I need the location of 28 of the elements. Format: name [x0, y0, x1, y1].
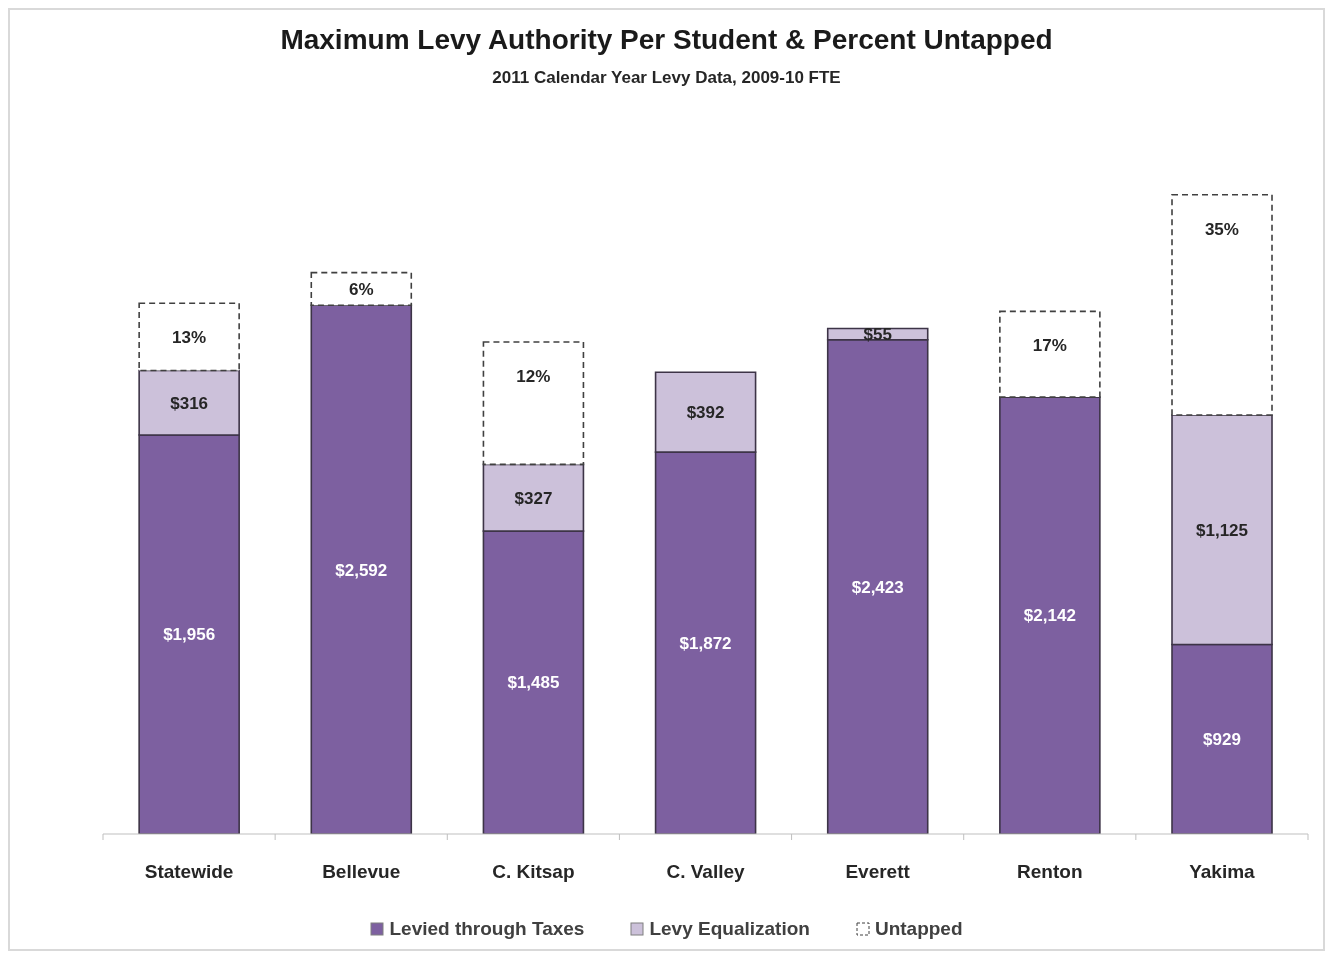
data-label: $929	[1203, 730, 1241, 750]
x-tick-label: Everett	[845, 861, 911, 882]
chart-subtitle: 2011 Calendar Year Levy Data, 2009-10 FTE	[491, 68, 842, 88]
annotation: 13%	[172, 327, 207, 347]
chart-title: Maximum Levy Authority Per Student & Percent Untapped	[279, 24, 1054, 56]
data-label: $1,125	[1196, 520, 1249, 540]
x-tick-label: C. Kitsap	[492, 861, 575, 882]
data-label: $1,872	[679, 634, 732, 654]
annotation: 12%	[516, 366, 551, 386]
x-tick-label: Statewide	[144, 861, 234, 882]
x-tick-label: Renton	[1017, 861, 1083, 882]
x-tick-label: Bellevue	[322, 861, 401, 882]
data-label: $392	[686, 403, 725, 423]
data-label: $327	[514, 488, 553, 508]
annotation: 17%	[1032, 336, 1067, 356]
data-label: $2,592	[335, 560, 388, 580]
annotation: 35%	[1204, 219, 1239, 239]
legend-label: Levy Equalization	[649, 918, 810, 940]
data-label: $2,142	[1023, 606, 1076, 626]
data-label: $316	[170, 393, 209, 413]
data-label: $2,423	[851, 577, 904, 597]
data-label: $1,485	[507, 673, 560, 693]
legend-label: Untapped	[874, 918, 963, 940]
data-label: $1,956	[163, 625, 216, 645]
legend-label: Levied through Taxes	[389, 918, 585, 940]
x-tick-label: C. Valley	[666, 861, 746, 882]
x-tick-label: Yakima	[1189, 861, 1256, 882]
annotation: 6%	[348, 279, 374, 299]
